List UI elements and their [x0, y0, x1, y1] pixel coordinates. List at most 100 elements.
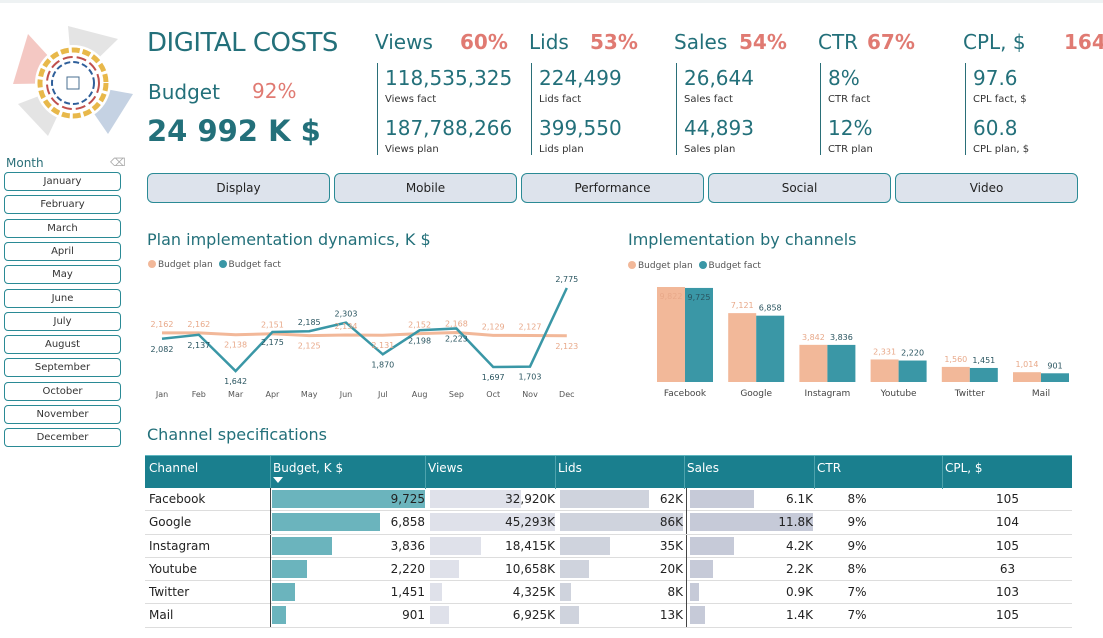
column-header[interactable]: Sales [687, 461, 719, 475]
x-tick-label: Facebook [664, 389, 707, 399]
sales-bar [690, 583, 700, 602]
tab-performance[interactable]: Performance [521, 173, 704, 203]
kpi-title: CPL, $ [963, 30, 1026, 54]
data-label: 2,152 [408, 321, 431, 330]
month-option-october[interactable]: October [4, 381, 121, 401]
month-option-january[interactable]: January [4, 172, 121, 191]
month-option-february[interactable]: February [4, 195, 121, 215]
divider [270, 581, 271, 605]
x-tick-label: Google [740, 389, 772, 399]
legend-plan: Budget plan [158, 260, 213, 270]
month-option-july[interactable]: July [4, 311, 121, 331]
month-option-september[interactable]: September [4, 358, 121, 378]
data-label: 2,125 [298, 342, 321, 351]
column-header[interactable]: Budget, K $ [273, 461, 344, 475]
month-option-april[interactable]: April [4, 241, 121, 261]
cpl-cell: 105 [996, 608, 1019, 623]
bar-fact [898, 360, 927, 382]
month-option-may[interactable]: May [4, 265, 121, 285]
bar-fact [1041, 373, 1069, 382]
table-row[interactable]: Twitter 1,451 4,325K 8K 0.9K 7% 103 [145, 581, 1072, 605]
tab-video[interactable]: Video [895, 173, 1078, 203]
bar-plan [941, 366, 970, 382]
channel-table: Channel Budget, K $ Views Lids Sales CTR CPL, … [145, 455, 1072, 628]
data-label: 2,162 [151, 320, 174, 329]
kpi-fact-value: 26,644 [684, 66, 754, 90]
kpi-plan-value: 399,550 [539, 116, 622, 140]
views-bar [430, 536, 481, 555]
bar-fact [969, 367, 998, 382]
month-option-november[interactable]: November [4, 405, 121, 424]
kpi-plan-label: CPL plan, $ [973, 144, 1030, 155]
tab-social[interactable]: Social [708, 173, 891, 203]
data-label: 2,123 [555, 342, 578, 351]
data-label: 2,134 [335, 322, 358, 331]
budget-cell: 9,725 [390, 492, 425, 506]
legend-plan-swatch [148, 260, 156, 268]
lids-cell: 86K [659, 515, 683, 530]
kpi-fact-value: 118,535,325 [385, 66, 513, 90]
column-header[interactable]: Channel [149, 461, 199, 475]
budget-bar [272, 536, 333, 555]
month-option-june[interactable]: June [4, 288, 121, 308]
month-option-august[interactable]: August [4, 335, 121, 355]
data-label: 6,858 [759, 304, 782, 313]
table-row[interactable]: Youtube 2,220 10,658K 20K 2.2K 8% 63 [145, 557, 1072, 582]
tab-mobile[interactable]: Mobile [334, 173, 517, 203]
ctr-cell: 7% [847, 608, 867, 623]
data-label: 2,175 [261, 338, 284, 347]
channel-cell: Google [149, 515, 192, 530]
divider [270, 557, 271, 581]
cpl-cell: 103 [996, 585, 1019, 600]
kpi-plan-value: 44,893 [684, 116, 754, 140]
data-label: 2,129 [482, 322, 505, 331]
table-row[interactable]: Mail 901 6,925K 13K 1.4K 7% 105 [145, 604, 1072, 628]
bar-fact [827, 344, 856, 382]
divider [270, 534, 271, 558]
kpi-plan-label: Lids plan [539, 144, 584, 155]
column-header[interactable]: CPL, $ [945, 461, 983, 475]
kpi-percent: 164% [1064, 30, 1103, 54]
month-option-march[interactable]: March [4, 218, 121, 238]
eraser-icon[interactable]: ⌫ [110, 156, 126, 169]
table-row[interactable]: Facebook 9,725 32,920K 62K 6.1K 8% 105 [145, 488, 1072, 512]
column-divider [684, 456, 685, 489]
legend-plan-swatch [628, 261, 636, 269]
column-header[interactable]: Views [428, 461, 463, 475]
views-cell: 18,415K [505, 538, 555, 553]
bar-chart-title: Implementation by channels [628, 230, 857, 249]
sales-bar [690, 559, 713, 578]
bar-chart-legend: Budget plan Budget fact [628, 261, 761, 271]
data-label: 3,836 [830, 333, 853, 342]
sales-cell: 2.2K [786, 561, 813, 576]
divider [686, 581, 687, 605]
data-label: 1,703 [519, 373, 542, 382]
data-label: 2,127 [519, 322, 542, 331]
kpi-fact-label: Lids fact [539, 94, 582, 105]
sort-desc-icon[interactable] [273, 477, 283, 483]
kpi-divider [377, 63, 378, 155]
lids-cell: 62K [659, 492, 683, 506]
bar-plan [870, 359, 899, 382]
column-header[interactable]: CTR [817, 461, 842, 475]
column-divider [555, 456, 556, 489]
table-row[interactable]: Instagram 3,836 18,415K 35K 4.2K 9% 105 [145, 534, 1072, 558]
kpi-fact-value: 8% [828, 66, 860, 90]
budget-label: Budget [148, 80, 220, 104]
lids-bar [560, 606, 579, 625]
data-label: 1,697 [482, 373, 505, 382]
tab-display[interactable]: Display [147, 173, 330, 203]
table-row[interactable]: Google 6,858 45,293K 86K 11.8K 9% 104 [145, 511, 1072, 535]
budget-bar [272, 583, 295, 602]
column-header[interactable]: Lids [558, 461, 582, 475]
month-option-december[interactable]: December [4, 428, 121, 448]
data-label: 2,082 [151, 345, 174, 354]
views-bar [430, 490, 521, 508]
divider [270, 488, 271, 511]
lids-cell: 35K [659, 538, 683, 553]
column-divider [814, 456, 815, 489]
x-tick-label: Youtube [880, 389, 917, 399]
budget-cell: 6,858 [390, 515, 425, 530]
budget-value: 24 992 K $ [147, 114, 321, 148]
